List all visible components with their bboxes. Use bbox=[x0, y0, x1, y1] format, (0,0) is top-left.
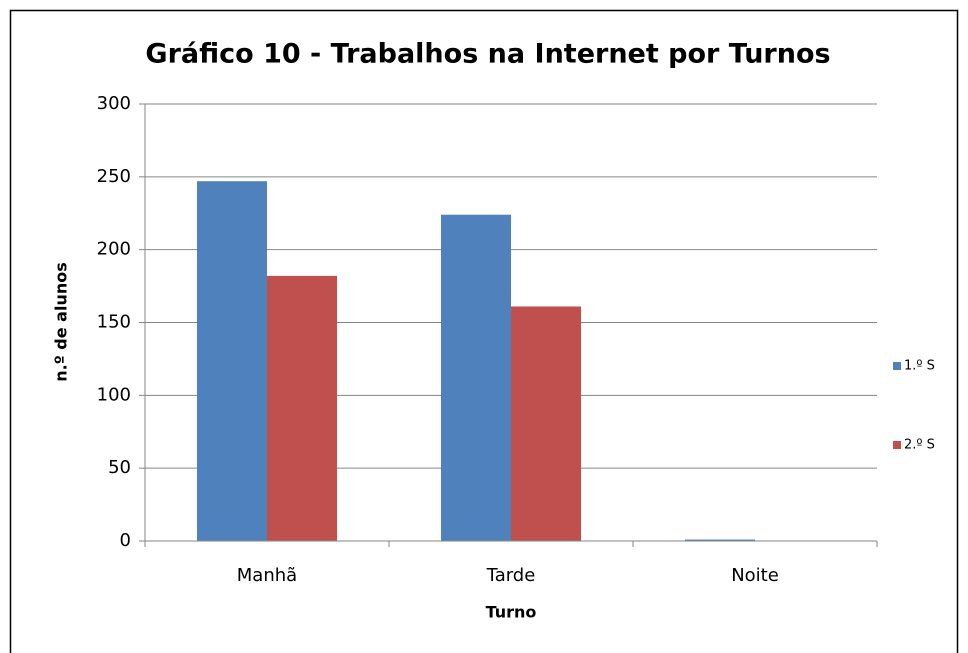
bar bbox=[196, 181, 267, 541]
chart-title: Gráfico 10 - Trabalhos na Internet por T… bbox=[145, 39, 830, 70]
legend-swatch bbox=[893, 441, 901, 449]
y-axis-title: n.º de alunos bbox=[52, 262, 71, 382]
legend-label: 1.º S bbox=[904, 359, 935, 374]
y-tick-label: 250 bbox=[97, 166, 131, 187]
y-tick-label: 200 bbox=[97, 239, 131, 260]
legend-label: 2.º S bbox=[904, 438, 935, 453]
y-tick-label: 0 bbox=[120, 530, 131, 551]
x-axis-title: Turno bbox=[486, 603, 537, 622]
y-tick-label: 100 bbox=[97, 384, 131, 405]
bar bbox=[267, 275, 338, 541]
y-tick-label: 300 bbox=[97, 93, 131, 114]
bar bbox=[684, 539, 755, 541]
y-tick-label: 150 bbox=[97, 312, 131, 333]
x-tick-label: Manhã bbox=[237, 565, 297, 586]
bar bbox=[511, 306, 582, 541]
x-tick-label: Noite bbox=[731, 565, 779, 586]
legend-swatch bbox=[893, 362, 901, 370]
x-tick-label: Tarde bbox=[486, 565, 536, 586]
bar bbox=[440, 214, 511, 541]
y-tick-label: 50 bbox=[108, 457, 131, 478]
